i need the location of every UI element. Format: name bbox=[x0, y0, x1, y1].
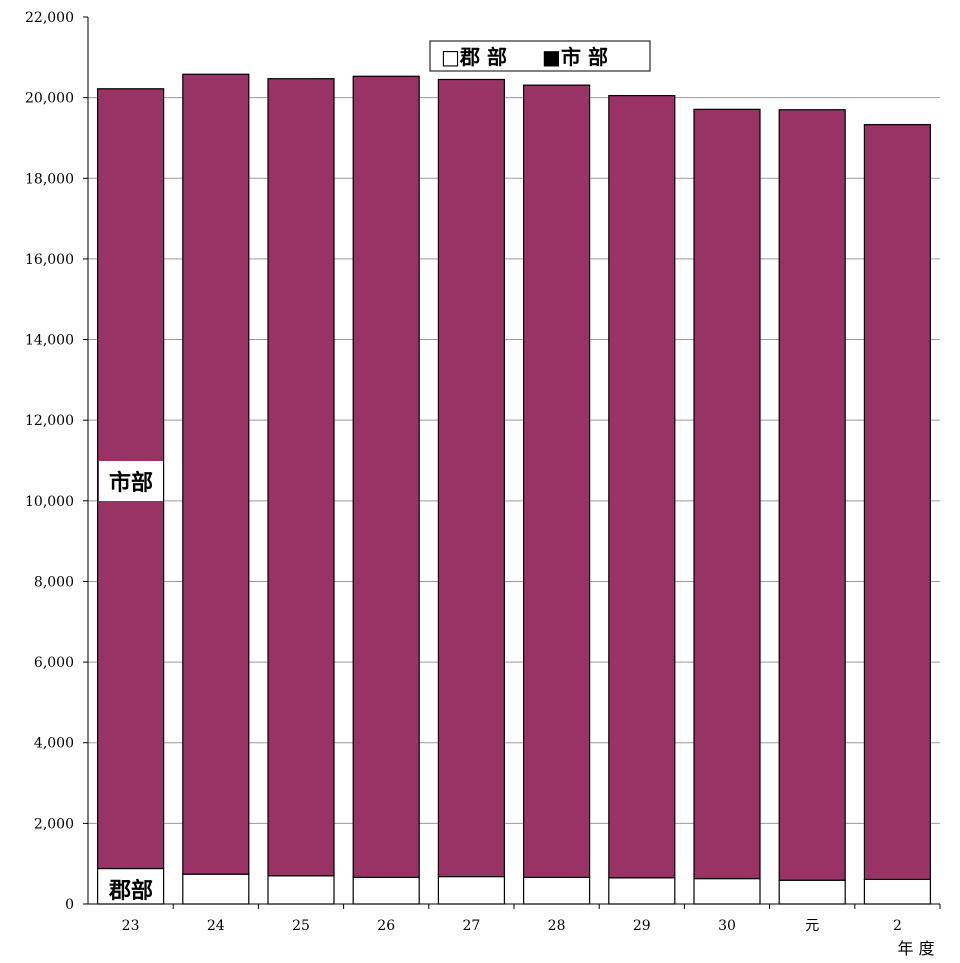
bar-segment-city bbox=[182, 73, 250, 875]
legend-county-marker: □ bbox=[441, 45, 460, 69]
y-tick-label: 2,000 bbox=[34, 816, 74, 832]
y-tick-label: 16,000 bbox=[25, 252, 74, 268]
bar-segment-county bbox=[182, 873, 250, 905]
bar-segment-city bbox=[352, 75, 420, 878]
bar-segment-city bbox=[778, 109, 846, 881]
x-tick-label: 29 bbox=[633, 918, 651, 934]
x-tick-label: 2 bbox=[893, 918, 902, 934]
bar-segment-city bbox=[437, 78, 505, 878]
city-label-bg bbox=[99, 461, 163, 501]
bar-segment-county bbox=[608, 877, 676, 905]
x-tick-label: 30 bbox=[718, 918, 736, 934]
legend: □ 郡 部 ■ 市 部 bbox=[429, 40, 651, 72]
y-tick-label: 20,000 bbox=[25, 91, 74, 107]
city-series-label: 市部 bbox=[109, 470, 153, 496]
y-tick-label: 4,000 bbox=[34, 736, 74, 752]
bar-segment-city bbox=[608, 95, 676, 879]
axes bbox=[83, 16, 941, 909]
legend-box bbox=[429, 40, 651, 72]
legend-city-marker: ■ bbox=[542, 45, 561, 69]
x-tick-label: 27 bbox=[462, 918, 480, 934]
bar-segment-county bbox=[693, 877, 761, 905]
y-tick-label: 12,000 bbox=[25, 413, 74, 429]
bars bbox=[96, 73, 932, 905]
bar-segment-city bbox=[522, 84, 591, 878]
y-tick-labels: 0 2,000 4,000 6,000 8,000 10,000 12,000 14,000 1… bbox=[25, 10, 74, 913]
series-labels: 市部 郡部 bbox=[99, 461, 163, 904]
x-tick-label: 元 bbox=[805, 918, 819, 934]
x-tick-label: 26 bbox=[377, 918, 395, 934]
x-tick-label: 23 bbox=[122, 918, 140, 934]
bar-segment-city bbox=[267, 78, 335, 877]
bar-segment-county bbox=[437, 875, 505, 905]
bar-segment-city bbox=[693, 108, 761, 880]
y-tick-label: 0 bbox=[65, 897, 74, 913]
legend-county-label: 郡 部 bbox=[459, 45, 507, 69]
bar-segment-county bbox=[352, 876, 420, 905]
legend-city-label: 市 部 bbox=[561, 45, 608, 69]
y-tick-label: 14,000 bbox=[25, 333, 74, 349]
x-tick-label: 24 bbox=[207, 918, 225, 934]
y-tick-label: 6,000 bbox=[34, 655, 74, 671]
bar-segment-county bbox=[863, 878, 932, 905]
bar-segment-county bbox=[778, 879, 846, 905]
county-series-label: 郡部 bbox=[108, 878, 153, 904]
x-axis-unit-label: 年 度 bbox=[897, 939, 934, 958]
bar-segment-county bbox=[267, 875, 335, 905]
y-tick-label: 22,000 bbox=[25, 10, 74, 26]
y-tick-label: 18,000 bbox=[25, 171, 74, 187]
y-tick-label: 10,000 bbox=[25, 494, 74, 510]
y-tick-label: 8,000 bbox=[34, 574, 74, 590]
x-tick-labels: 23 24 25 26 27 28 29 30 元 2 bbox=[122, 918, 902, 934]
bar-segment-city bbox=[863, 124, 932, 881]
bar-segment-county bbox=[522, 876, 591, 905]
x-tick-label: 28 bbox=[548, 918, 566, 934]
x-tick-label: 25 bbox=[292, 918, 310, 934]
